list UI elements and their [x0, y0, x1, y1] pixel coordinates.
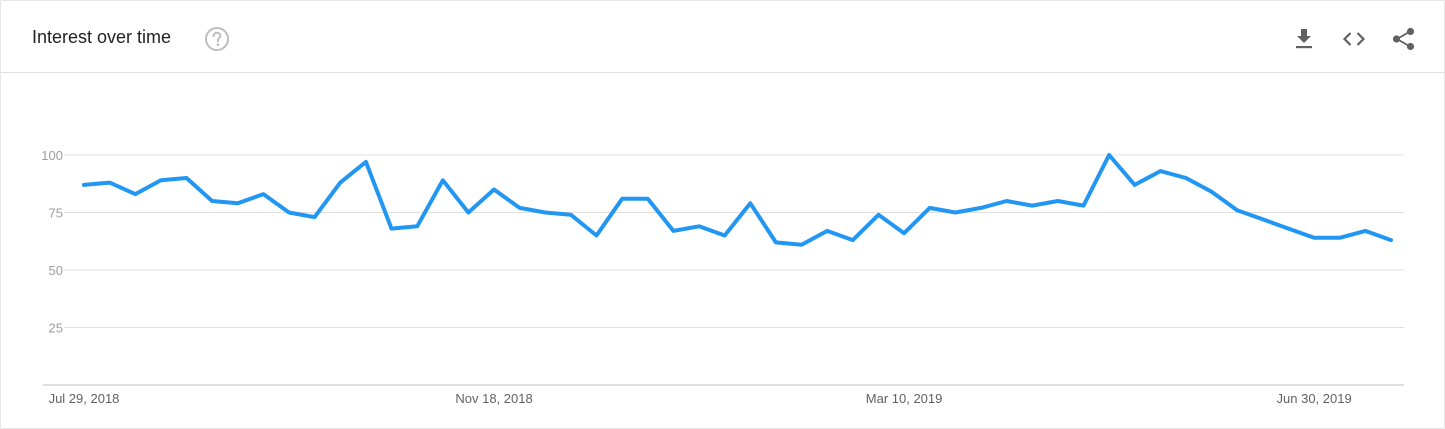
y-tick-label-100: 100 [41, 148, 63, 163]
x-tick-label: Jul 29, 2018 [49, 391, 120, 406]
data-points [82, 153, 1393, 247]
download-icon[interactable] [1290, 25, 1318, 53]
card-header: Interest over time [1, 1, 1444, 73]
data-point-29 [825, 229, 829, 233]
x-tick-label: Nov 18, 2018 [455, 391, 532, 406]
data-point-16 [492, 188, 496, 192]
data-point-30 [851, 238, 855, 242]
y-tick-label-25: 25 [49, 321, 63, 336]
data-point-38 [1056, 199, 1060, 203]
data-point-50 [1363, 229, 1367, 233]
data-point-34 [953, 211, 957, 215]
data-point-1 [108, 181, 112, 185]
data-point-20 [595, 234, 599, 238]
data-point-8 [287, 211, 291, 215]
y-tick-labels: 25 50 75 100 [41, 148, 63, 336]
data-point-31 [876, 213, 880, 217]
grid-lines [64, 154, 1404, 328]
data-point-43 [1184, 176, 1188, 180]
x-tick-label: Mar 10, 2019 [866, 391, 943, 406]
data-point-51 [1389, 238, 1393, 242]
data-point-26 [748, 201, 752, 205]
data-point-49 [1338, 236, 1342, 240]
data-point-13 [415, 224, 419, 228]
data-point-41 [1133, 183, 1137, 187]
data-point-40 [1107, 153, 1111, 157]
x-tick-label: Jun 30, 2019 [1277, 391, 1352, 406]
data-point-3 [159, 178, 163, 182]
data-point-10 [338, 181, 342, 185]
y-tick-label-50: 50 [49, 263, 63, 278]
series-line[interactable] [82, 153, 1393, 247]
data-point-23 [671, 229, 675, 233]
data-point-44 [1210, 190, 1214, 194]
data-point-21 [620, 197, 624, 201]
data-point-9 [313, 215, 317, 219]
data-point-18 [543, 211, 547, 215]
data-point-35 [979, 206, 983, 210]
data-point-46 [1261, 217, 1265, 221]
card-title: Interest over time [32, 27, 172, 47]
data-point-19 [569, 213, 573, 217]
data-point-33 [928, 206, 932, 210]
data-point-17 [518, 206, 522, 210]
y-tick-label-75: 75 [49, 206, 63, 221]
code-icon[interactable] [1340, 25, 1368, 53]
data-point-37 [1030, 204, 1034, 208]
data-point-0 [82, 183, 86, 187]
data-point-6 [236, 201, 240, 205]
data-point-15 [466, 211, 470, 215]
data-point-4 [185, 176, 189, 180]
share-icon[interactable] [1390, 25, 1418, 53]
line-chart: 25 50 75 100 Jul 29, 2018 Nov 18, 2018 Mar 10… [41, 148, 1404, 406]
data-point-27 [774, 240, 778, 244]
data-point-25 [723, 234, 727, 238]
data-point-24 [697, 224, 701, 228]
data-point-5 [210, 199, 214, 203]
data-point-36 [1005, 199, 1009, 203]
data-point-32 [902, 231, 906, 235]
data-point-11 [364, 160, 368, 164]
data-point-14 [441, 178, 445, 182]
data-point-7 [261, 192, 265, 196]
data-point-42 [1158, 169, 1162, 173]
data-point-22 [646, 197, 650, 201]
data-point-39 [1081, 204, 1085, 208]
data-point-45 [1235, 208, 1239, 212]
help-circle-icon[interactable] [204, 26, 230, 52]
x-tick-labels: Jul 29, 2018 Nov 18, 2018 Mar 10, 2019 Jun … [49, 391, 1352, 406]
data-point-12 [390, 227, 394, 231]
data-point-2 [133, 192, 137, 196]
data-point-48 [1312, 236, 1316, 240]
data-point-28 [800, 243, 804, 247]
data-point-47 [1286, 227, 1290, 231]
